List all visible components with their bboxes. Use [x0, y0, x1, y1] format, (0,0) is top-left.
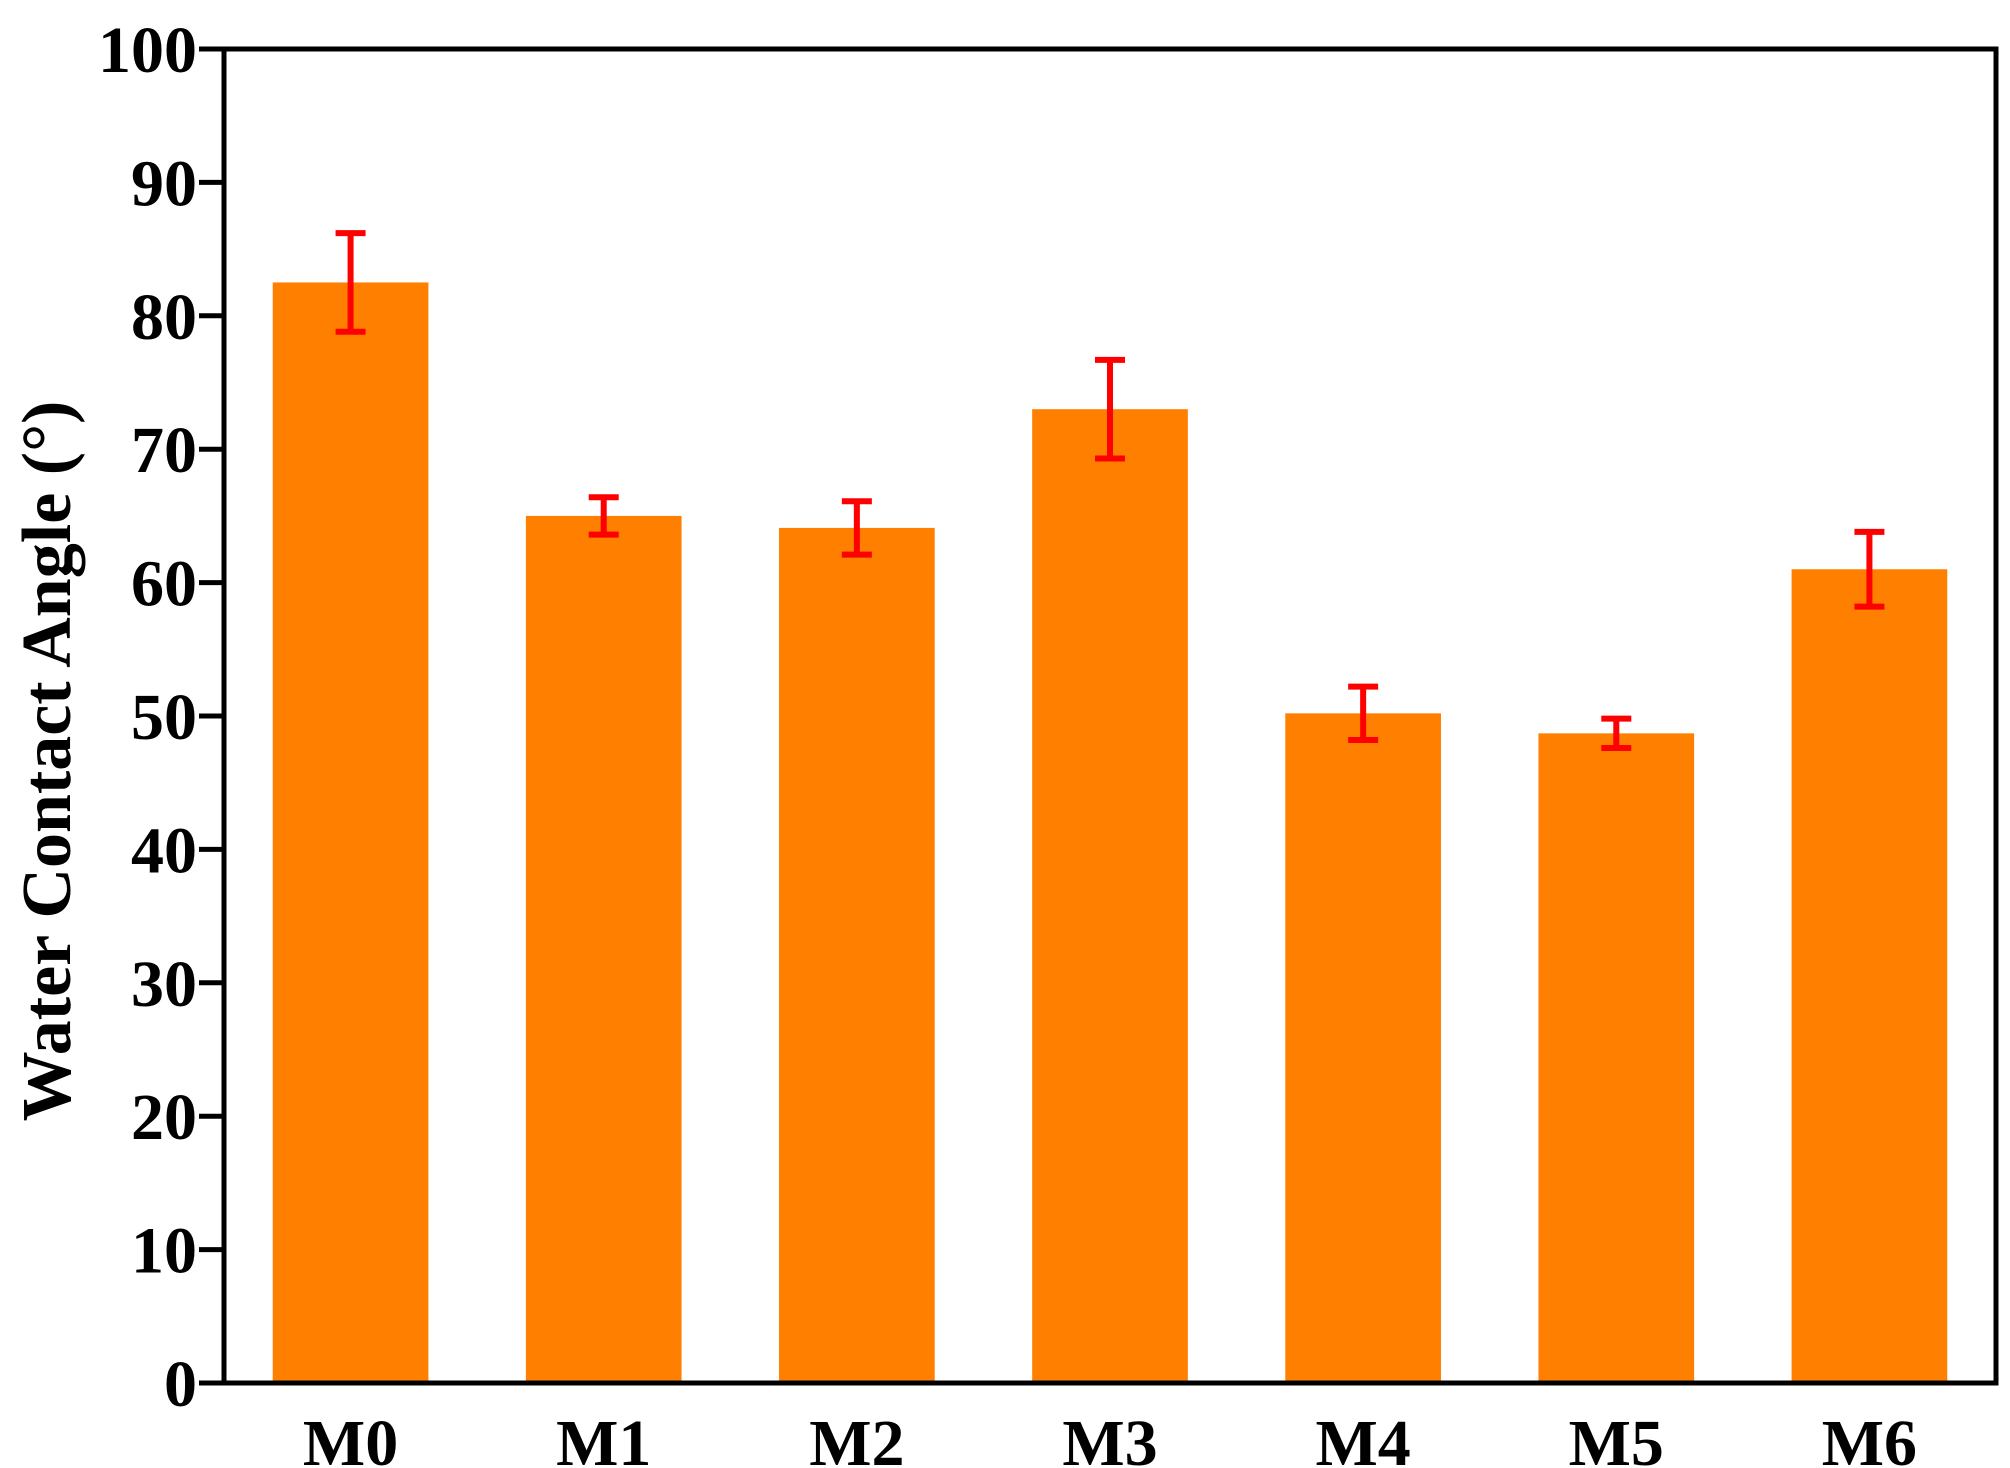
- error-bar-m0: [335, 230, 366, 335]
- x-tick-label-m2: M2: [809, 1407, 904, 1468]
- error-bar-m3: [1095, 356, 1125, 462]
- error-bar-m5: [1601, 715, 1632, 752]
- y-tick-label: 80: [131, 281, 197, 354]
- y-tick-label: 70: [131, 414, 197, 487]
- error-bars-group: [335, 230, 1885, 752]
- bar-m4: [1285, 713, 1441, 1383]
- x-tick-label-m3: M3: [1062, 1407, 1157, 1468]
- y-tick-label: 0: [164, 1348, 197, 1421]
- error-bar-m4: [1348, 683, 1379, 744]
- bar-m6: [1791, 569, 1948, 1383]
- y-tick-label: 10: [131, 1215, 197, 1288]
- y-tick-label: 40: [131, 814, 197, 887]
- bar-m0: [272, 282, 429, 1384]
- x-tick-label-m0: M0: [303, 1407, 398, 1468]
- y-tick-label: 90: [131, 147, 197, 220]
- bars-group: [272, 282, 1948, 1384]
- y-tick-label: 30: [131, 948, 197, 1021]
- y-tick-label: 50: [131, 681, 197, 754]
- bar-m1: [525, 515, 682, 1383]
- x-axis: M0 M1 M2 M3 M4 M5 M6: [303, 1407, 1917, 1468]
- x-tick-label-m5: M5: [1569, 1407, 1664, 1468]
- bar-m3: [1032, 409, 1188, 1383]
- x-tick-label-m1: M1: [556, 1407, 651, 1468]
- bar-m2: [779, 527, 935, 1383]
- y-axis-title: Water Contact Angle (°): [9, 401, 86, 1122]
- y-axis: 0 10 20 30 40 50 60 70 80 90 100: [98, 14, 224, 1421]
- y-tick-label: 100: [98, 14, 197, 87]
- x-tick-label-m4: M4: [1315, 1407, 1410, 1468]
- error-bar-m1: [588, 494, 619, 538]
- x-tick-label-m6: M6: [1822, 1407, 1917, 1468]
- error-bar-m2: [841, 498, 872, 558]
- y-tick-label: 20: [131, 1081, 197, 1154]
- y-tick-label: 60: [131, 548, 197, 621]
- error-bar-m6: [1854, 528, 1885, 610]
- bar-m5: [1538, 733, 1695, 1383]
